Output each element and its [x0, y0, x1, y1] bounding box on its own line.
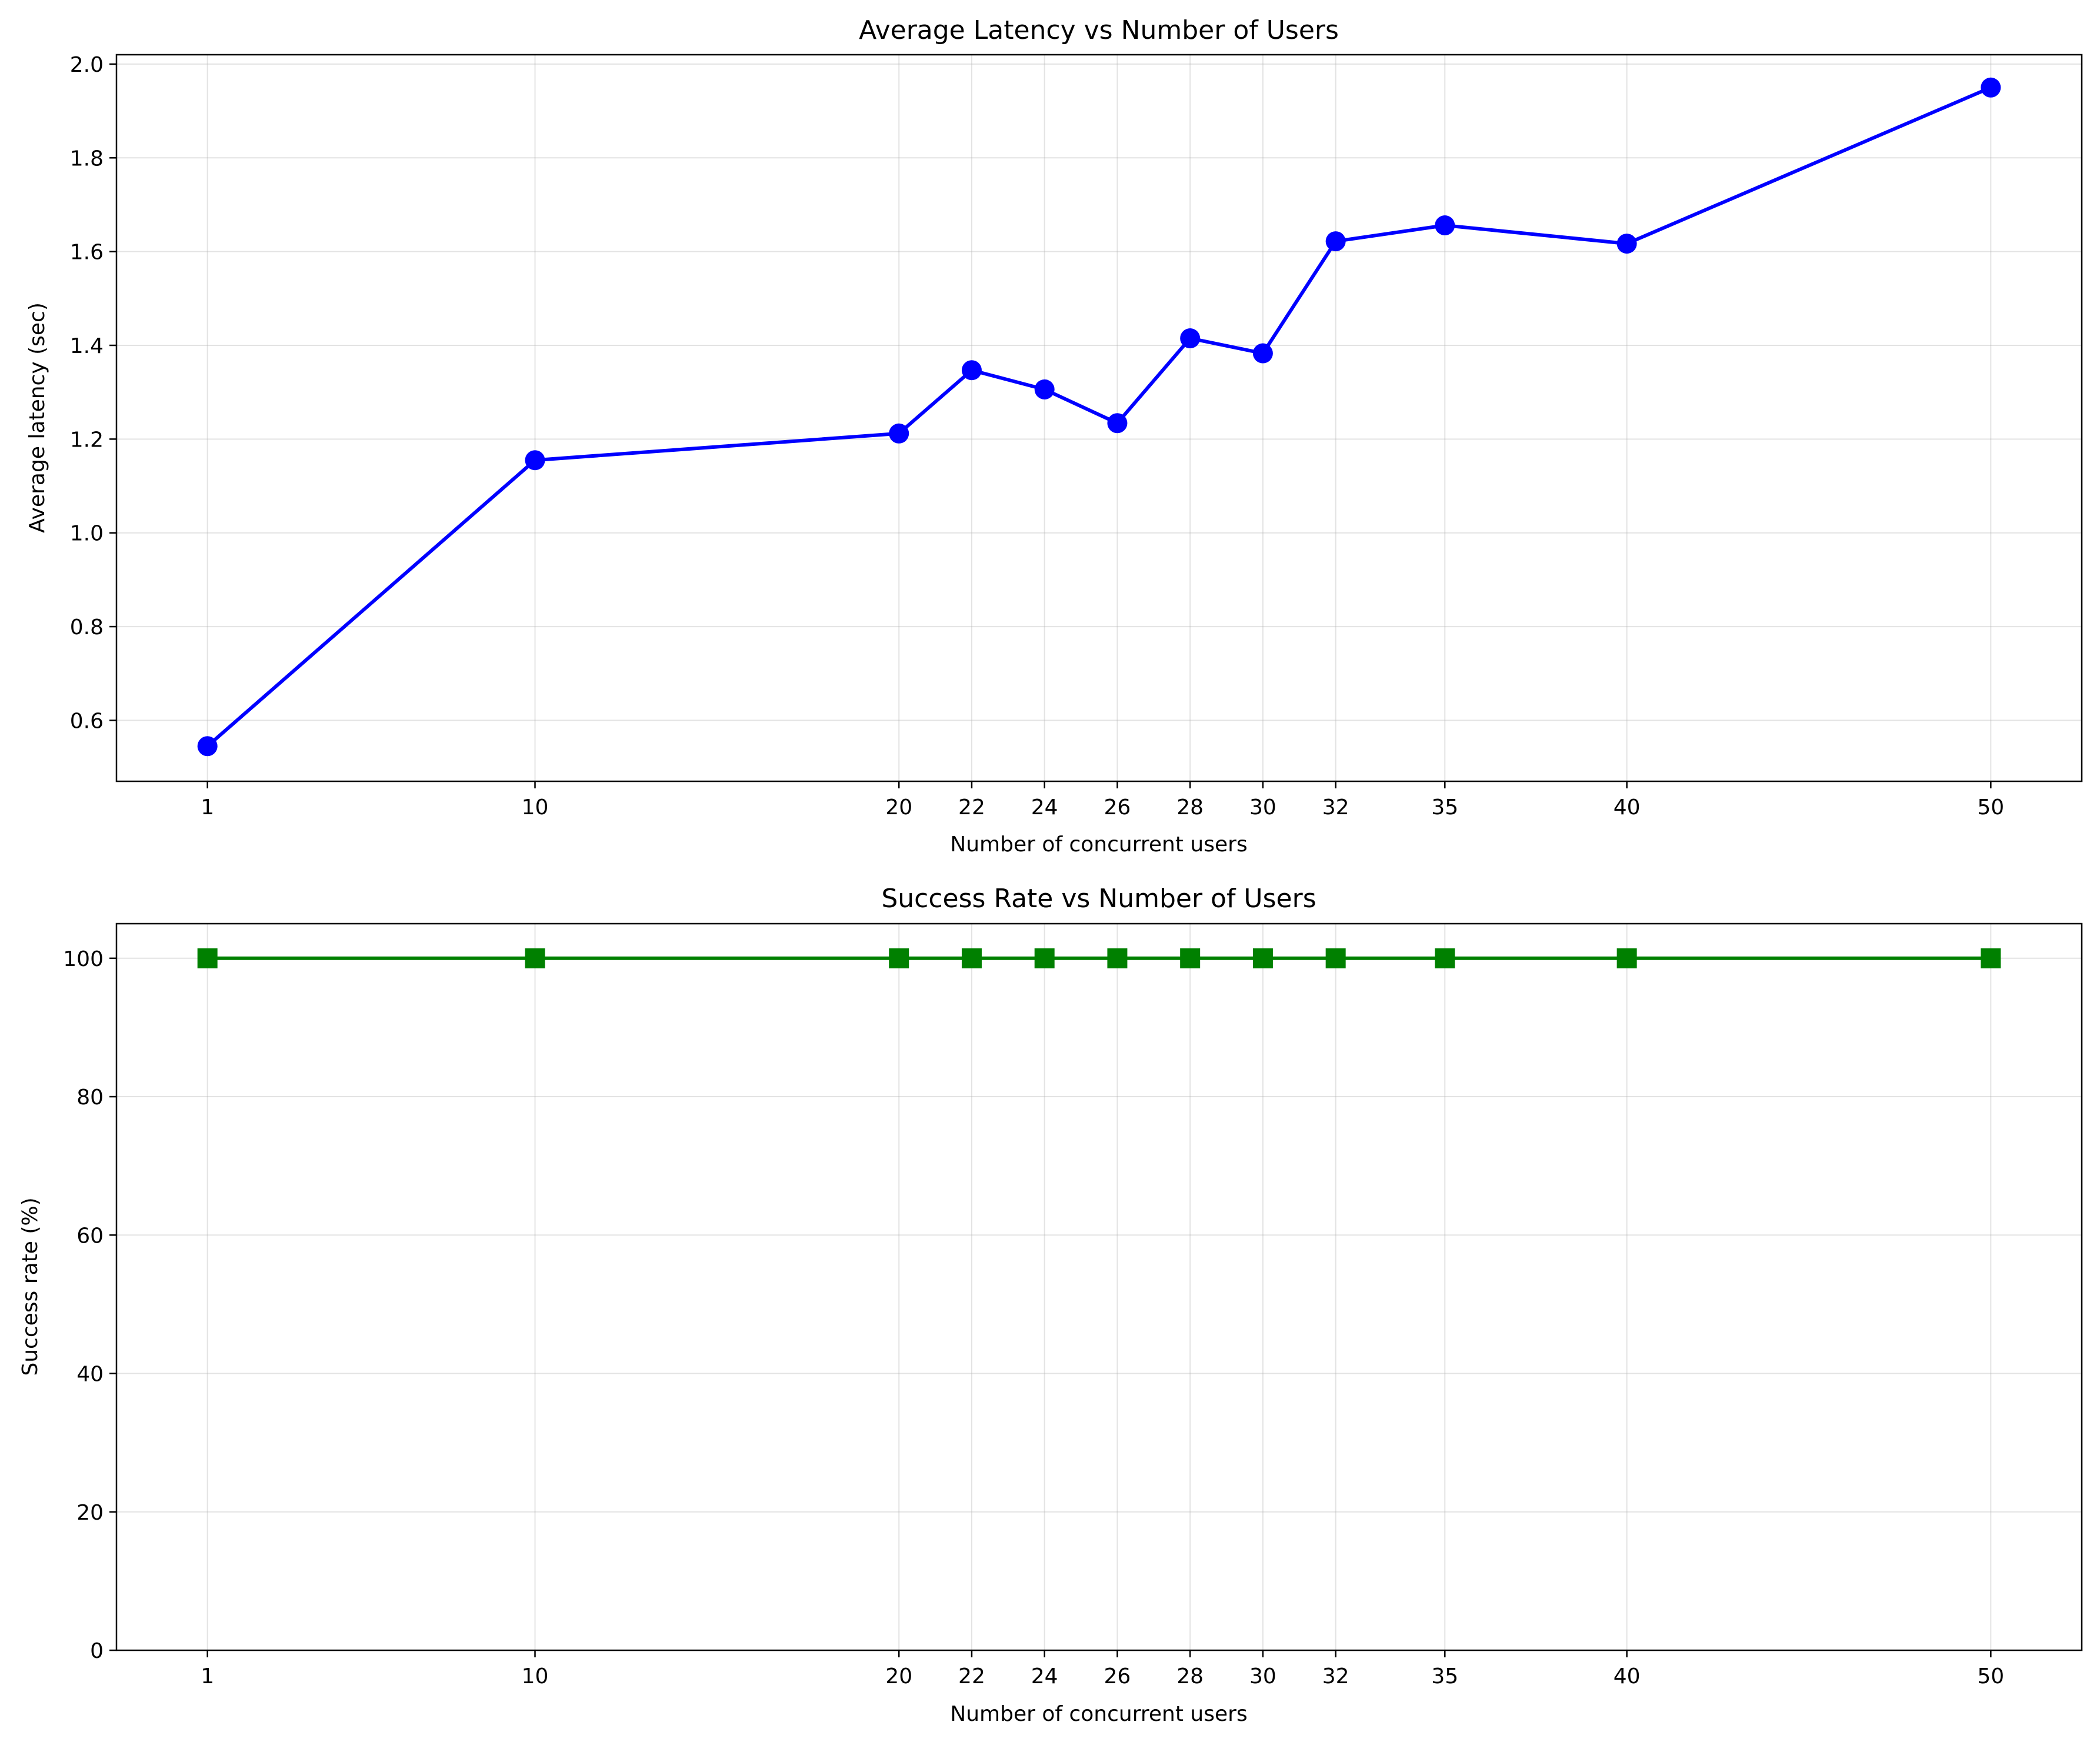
success-rate-data-point [197, 948, 218, 968]
latency-x-tick-label: 30 [1249, 795, 1276, 820]
latency-series-layer [197, 77, 2001, 757]
success-rate-x-tick-label: 10 [522, 1664, 549, 1689]
success-rate-y-tick-label: 80 [76, 1085, 104, 1110]
latency-series-line [205, 85, 1993, 748]
latency-x-tick-label: 35 [1431, 795, 1458, 820]
latency-x-tick-label: 28 [1176, 795, 1204, 820]
success-rate-x-tick-label: 40 [1614, 1664, 1641, 1689]
latency-data-point [961, 360, 982, 381]
latency-y-tick-label: 1.6 [70, 241, 104, 265]
success-rate-x-tick-label: 1 [201, 1664, 214, 1689]
success-rate-y-tick-label: 40 [76, 1363, 104, 1387]
latency-data-point [525, 450, 545, 471]
success-rate-data-point [1034, 948, 1055, 968]
success-rate-axes-frame [115, 923, 2083, 1651]
latency-chart-title: Average Latency vs Number of Users [859, 15, 1339, 45]
latency-y-tick-label: 1.8 [70, 146, 104, 171]
latency-x-tick-label: 50 [1977, 795, 2004, 820]
success-rate-x-tick-label: 24 [1031, 1664, 1058, 1689]
success-rate-chart-title: Success Rate vs Number of Users [881, 884, 1316, 914]
latency-chart: Average Latency vs Number of Users 1 10 20… [25, 15, 2083, 857]
latency-data-point [889, 423, 909, 444]
latency-data-point [1435, 215, 1455, 236]
success-rate-y-tick-label: 100 [63, 947, 104, 971]
success-rate-x-tick-label: 50 [1977, 1664, 2004, 1689]
latency-data-point [1981, 77, 2001, 98]
latency-data-point [197, 736, 218, 757]
success-rate-data-point [1107, 948, 1128, 968]
success-rate-grid [116, 924, 2082, 1651]
success-rate-y-tick-label: 60 [76, 1224, 104, 1248]
latency-data-point [1034, 379, 1055, 399]
success-rate-data-point [525, 948, 545, 968]
success-rate-y-axis-label: Success rate (%) [18, 1197, 42, 1376]
success-rate-x-tick-label: 22 [958, 1664, 985, 1689]
latency-data-point [1180, 328, 1201, 349]
latency-axes-frame [115, 54, 2083, 782]
latency-y-tick-label: 0.6 [70, 709, 104, 733]
latency-y-tick-label: 2.0 [70, 53, 104, 77]
success-rate-series-layer [197, 948, 2001, 968]
success-rate-y-tick-label: 0 [90, 1639, 104, 1663]
success-rate-ticks: 1 10 20 22 24 26 28 30 32 35 40 50 0 20 40 60 80 100 [63, 947, 2004, 1689]
success-rate-data-point [1981, 948, 2001, 968]
success-rate-x-tick-label: 32 [1322, 1664, 1349, 1689]
latency-x-tick-label: 26 [1104, 795, 1131, 820]
latency-x-tick-label: 20 [885, 795, 912, 820]
success-rate-y-tick-label: 20 [76, 1501, 104, 1525]
success-rate-x-tick-label: 26 [1104, 1664, 1131, 1689]
success-rate-x-tick-label: 35 [1431, 1664, 1458, 1689]
latency-x-tick-label: 10 [522, 795, 549, 820]
success-rate-data-point [1180, 948, 1201, 968]
latency-y-tick-label: 1.4 [70, 334, 104, 358]
latency-data-point [1107, 413, 1128, 434]
success-rate-data-point [889, 948, 909, 968]
success-rate-data-point [1252, 948, 1273, 968]
latency-x-tick-label: 24 [1031, 795, 1058, 820]
latency-y-axis-label: Average latency (sec) [25, 302, 49, 533]
success-rate-x-axis-label: Number of concurrent users [950, 1702, 1247, 1726]
latency-x-tick-label: 40 [1614, 795, 1641, 820]
success-rate-chart: Success Rate vs Number of Users 1 10 20 22 2… [18, 884, 2083, 1726]
success-rate-data-point [1616, 948, 1637, 968]
latency-y-tick-label: 0.8 [70, 615, 104, 640]
success-rate-x-tick-label: 28 [1176, 1664, 1204, 1689]
latency-data-point [1616, 234, 1637, 254]
latency-x-tick-label: 32 [1322, 795, 1349, 820]
latency-ticks: 1 10 20 22 24 26 28 30 32 35 40 50 0.6 0.8 1.0 1.2 1.4 1.… [70, 53, 2004, 820]
latency-y-tick-label: 1.0 [70, 522, 104, 546]
latency-grid [116, 55, 2082, 781]
success-rate-x-tick-label: 30 [1249, 1664, 1276, 1689]
latency-y-tick-label: 1.2 [70, 428, 104, 452]
latency-data-point [1252, 343, 1273, 364]
latency-x-tick-label: 1 [201, 795, 214, 820]
success-rate-data-point [1325, 948, 1346, 968]
latency-x-tick-label: 22 [958, 795, 985, 820]
latency-data-point [1325, 231, 1346, 252]
latency-x-axis-label: Number of concurrent users [950, 832, 1247, 857]
success-rate-x-tick-label: 20 [885, 1664, 912, 1689]
success-rate-data-point [961, 948, 982, 968]
success-rate-data-point [1435, 948, 1455, 968]
